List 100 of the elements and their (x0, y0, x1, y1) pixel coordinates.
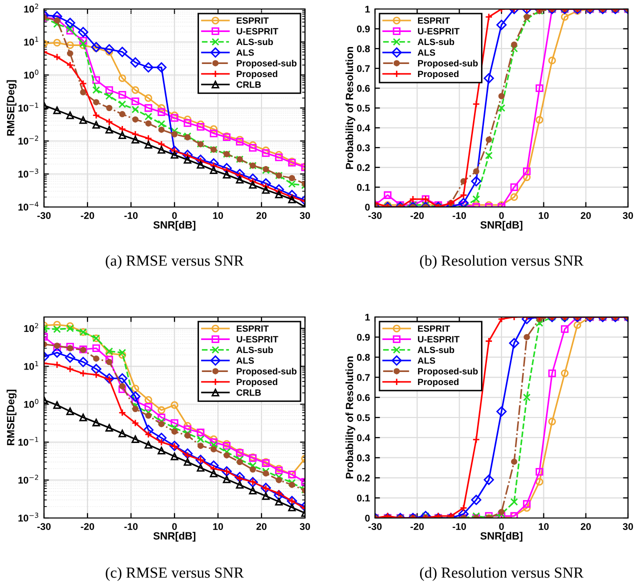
x-tick-label: -20 (410, 212, 424, 219)
y-tick-label: 10$^{−2}$ (18, 474, 38, 484)
legend-label: U-ESPRIT (418, 28, 460, 34)
y-tick-label: 10$^{−4}$ (18, 202, 38, 211)
legend-label: Proposed-sub (418, 368, 478, 376)
x-tick-label: 0 (499, 212, 504, 219)
x-tick-label: -30 (37, 523, 51, 530)
legend-label: ALS (418, 49, 436, 56)
x-tick-label: -20 (80, 523, 94, 530)
legend-label: ALS-sub (236, 346, 273, 354)
y-tick-label: 0.9 (357, 26, 370, 32)
x-tick-label: 30 (622, 212, 634, 220)
y-tick-label: 0.1 (357, 494, 370, 502)
text: (c) RMSE versus SNR (106, 567, 244, 581)
legend-label: ALS (236, 357, 254, 364)
y-tick-label: 0.5 (357, 414, 370, 422)
y-tick-label: 0.7 (357, 374, 370, 381)
y-axis-title: Probability of Resolution (346, 356, 356, 478)
y-axis-title: RMSE[Deg] (6, 80, 16, 136)
x-tick-label: 20 (256, 212, 267, 219)
y-tick-label: 0.4 (357, 434, 370, 442)
legend-label: Proposed (236, 70, 278, 79)
legend-label: ESPRIT (236, 17, 269, 24)
y-tick-label: 0.2 (357, 474, 370, 482)
legend-label: Proposed-sub (236, 368, 297, 376)
legend-label: Proposed (236, 378, 278, 387)
x-tick-label: 30 (622, 523, 634, 530)
y-tick-label: 0.8 (357, 45, 370, 52)
y-tick-label: 0 (365, 514, 370, 522)
x-axis-title: SNR[dB] (153, 220, 196, 231)
x-tick-label: -10 (124, 212, 138, 219)
y-tick-label: 0.8 (357, 354, 370, 361)
legend-label: ALS-sub (418, 38, 454, 46)
text: (b) Resolution versus SNR (420, 255, 584, 269)
legend-label: ESPRIT (418, 17, 450, 24)
legend-label: CRLB (236, 81, 261, 88)
legend-label: Proposed-sub (236, 60, 297, 68)
y-tick-label: 10$^{−3}$ (18, 512, 38, 522)
y-tick-label: 10$^{2}$ (24, 4, 38, 13)
y-tick-label: 0 (365, 204, 370, 211)
x-tick-label: -30 (368, 212, 382, 220)
y-tick-label: 10$^{−2}$ (18, 136, 38, 145)
y-tick-label: 0.3 (357, 144, 370, 152)
y-tick-label: 1 (365, 6, 370, 13)
legend-label: Proposed (418, 378, 458, 387)
x-tick-label: 30 (300, 212, 310, 220)
x-tick-label: 0 (172, 523, 177, 530)
x-tick-label: 0 (499, 523, 504, 530)
x-tick-label: 30 (300, 523, 310, 530)
x-tick-label: -30 (37, 212, 51, 220)
y-tick-label: 10$^{1}$ (24, 361, 38, 370)
x-axis-title: SNR[dB] (153, 532, 196, 542)
x-tick-label: 20 (256, 523, 267, 530)
y-tick-label: 0.6 (357, 84, 370, 92)
x-tick-label: 20 (580, 523, 591, 530)
legend-label: U-ESPRIT (236, 336, 278, 342)
x-tick-label: -10 (452, 212, 466, 219)
y-tick-label: 10$^{0}$ (24, 70, 38, 79)
x-tick-label: -30 (368, 523, 382, 530)
x-tick-label: -10 (124, 523, 138, 530)
y-tick-label: 10$^{2}$ (24, 323, 38, 332)
x-tick-label: 10 (538, 523, 549, 530)
y-tick-label: 0.2 (357, 164, 370, 172)
y-tick-label: 10$^{−1}$ (18, 102, 38, 112)
y-tick-label: 0.4 (357, 124, 370, 132)
y-tick-label: 0.6 (357, 394, 370, 402)
y-tick-label: 1 (365, 314, 370, 321)
legend-label: Proposed-sub (418, 60, 478, 68)
text: (a) RMSE versus SNR (106, 255, 244, 269)
y-tick-label: 0.5 (357, 104, 370, 112)
x-tick-label: 10 (213, 523, 224, 530)
legend-label: ESPRIT (418, 325, 450, 332)
legend-label: U-ESPRIT (418, 336, 460, 342)
legend-label: ALS-sub (418, 346, 454, 354)
x-tick-label: -20 (410, 523, 424, 530)
x-axis-title: SNR[dB] (480, 532, 522, 542)
x-tick-label: -10 (452, 523, 466, 530)
text: (d) Resolution versus SNR (420, 567, 584, 581)
legend-label: ALS (236, 49, 254, 56)
legend-label: Proposed (418, 70, 458, 79)
y-tick-label: 0.9 (357, 334, 370, 341)
x-axis-title: SNR[dB] (480, 220, 522, 231)
legend-label: ALS (418, 357, 436, 364)
x-tick-label: 10 (538, 212, 549, 219)
x-tick-label: -20 (80, 212, 94, 219)
legend-label: ALS-sub (236, 38, 273, 46)
y-axis-title: RMSE[Deg] (6, 390, 16, 446)
y-tick-label: 0.3 (357, 454, 370, 462)
x-tick-label: 10 (213, 212, 224, 219)
x-tick-label: 0 (172, 212, 177, 219)
y-axis-title: Probability of Resolution (346, 47, 356, 169)
y-tick-label: 10$^{1}$ (24, 36, 38, 46)
y-tick-label: 0.7 (357, 65, 370, 72)
legend-label: ESPRIT (236, 325, 269, 332)
y-tick-label: 10$^{0}$ (24, 398, 38, 408)
y-tick-label: 10$^{−3}$ (18, 168, 38, 178)
y-tick-label: 0.1 (357, 184, 370, 191)
legend-label: U-ESPRIT (236, 28, 278, 34)
y-tick-label: 10$^{−1}$ (18, 436, 38, 446)
legend-label: CRLB (236, 389, 261, 396)
